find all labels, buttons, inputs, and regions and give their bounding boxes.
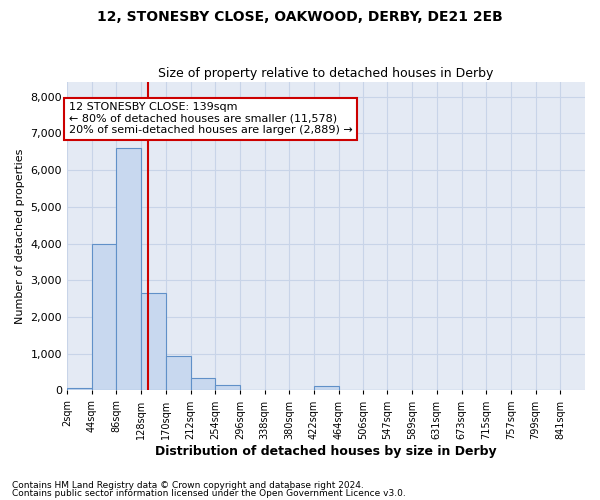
Bar <box>314 386 338 390</box>
Bar <box>67 388 92 390</box>
Bar <box>166 356 191 390</box>
Bar <box>141 293 166 390</box>
Y-axis label: Number of detached properties: Number of detached properties <box>15 148 25 324</box>
Bar <box>191 378 215 390</box>
Text: Contains public sector information licensed under the Open Government Licence v3: Contains public sector information licen… <box>12 489 406 498</box>
Text: 12 STONESBY CLOSE: 139sqm
← 80% of detached houses are smaller (11,578)
20% of s: 12 STONESBY CLOSE: 139sqm ← 80% of detac… <box>69 102 353 136</box>
Text: Contains HM Land Registry data © Crown copyright and database right 2024.: Contains HM Land Registry data © Crown c… <box>12 480 364 490</box>
Bar <box>92 244 116 390</box>
Title: Size of property relative to detached houses in Derby: Size of property relative to detached ho… <box>158 66 494 80</box>
Text: 12, STONESBY CLOSE, OAKWOOD, DERBY, DE21 2EB: 12, STONESBY CLOSE, OAKWOOD, DERBY, DE21… <box>97 10 503 24</box>
X-axis label: Distribution of detached houses by size in Derby: Distribution of detached houses by size … <box>155 444 497 458</box>
Bar <box>116 148 141 390</box>
Bar <box>215 385 240 390</box>
